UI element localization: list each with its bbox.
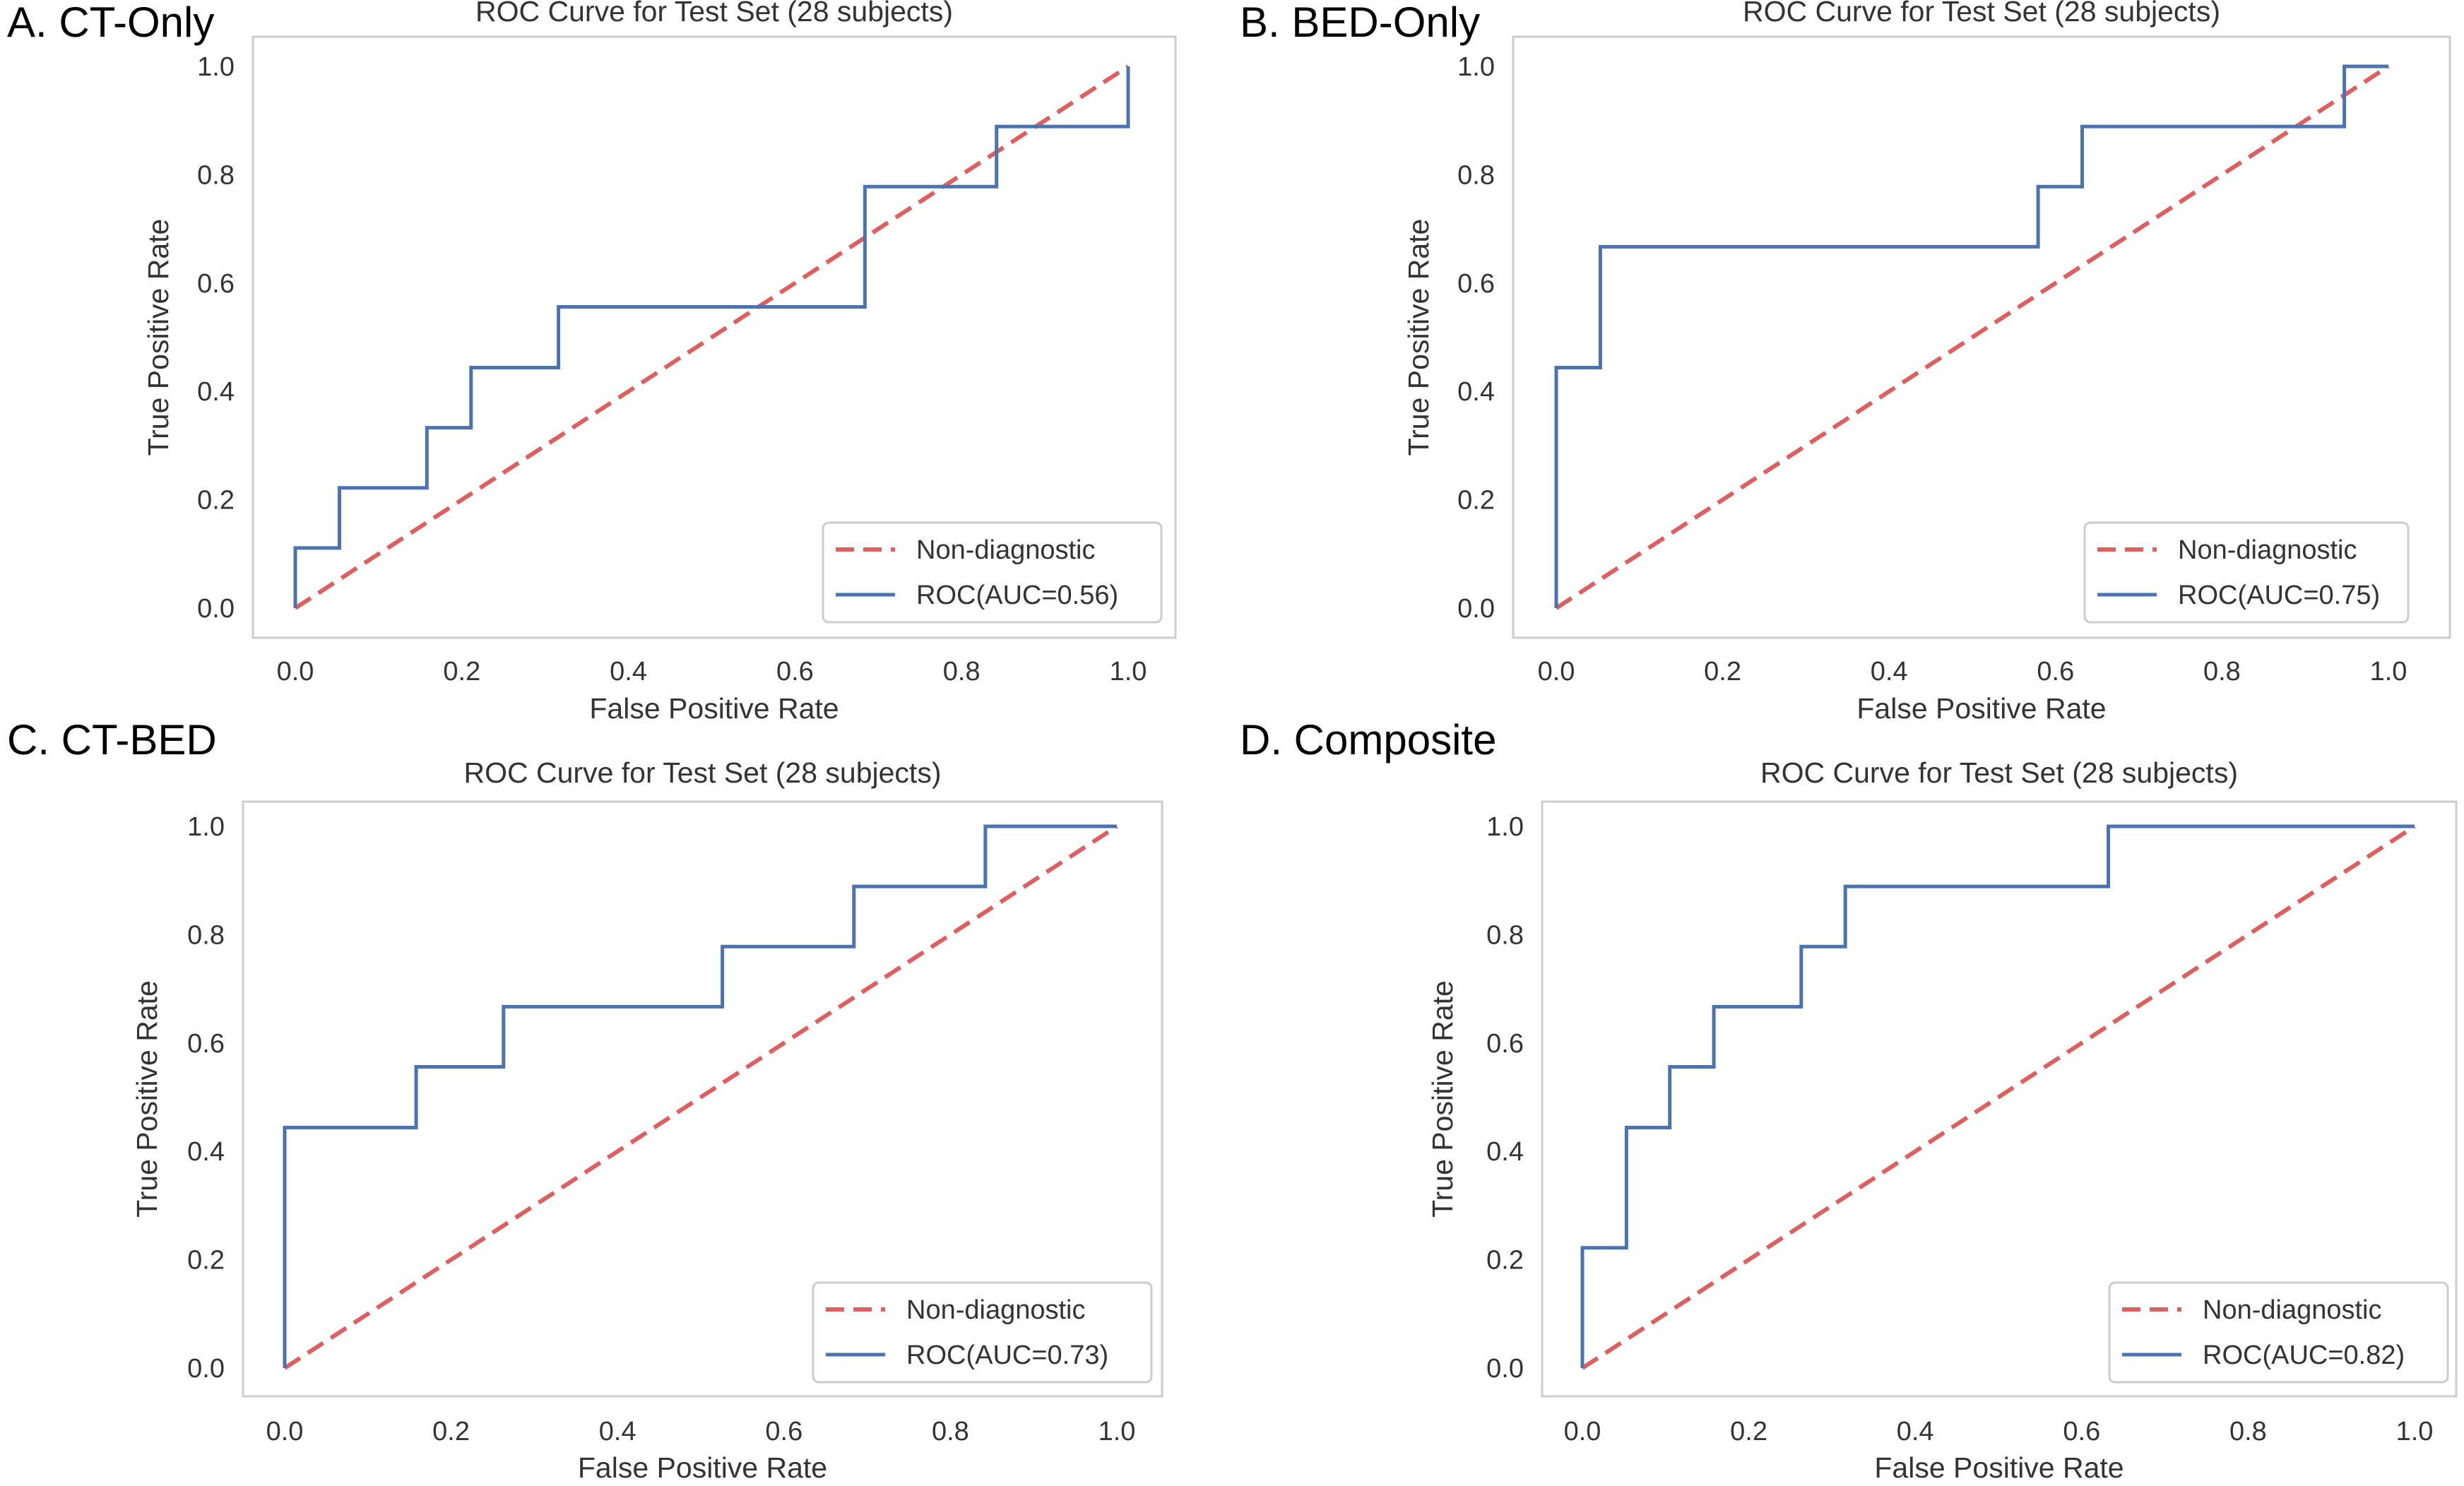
y-tick-label: 0.6 (187, 1029, 225, 1059)
x-axis-label: False Positive Rate (1856, 692, 2106, 725)
x-tick-label: 0.6 (776, 657, 814, 686)
roc-panel: D. Composite ROC Curve for Test Set (28 s… (1240, 716, 2458, 1484)
y-tick-label: 0.4 (187, 1137, 225, 1167)
y-axis-label: True Positive Rate (142, 219, 174, 456)
roc-curve (1580, 824, 2415, 1368)
y-tick-label: 0.4 (1486, 1137, 1524, 1167)
x-tick-label: 0.2 (432, 1417, 470, 1446)
legend-entry: ROC(AUC=0.82) (2203, 1341, 2405, 1370)
y-tick-label: 1.0 (1457, 52, 1495, 82)
y-tick-label: 0.6 (1486, 1029, 1524, 1059)
chart-title: ROC Curve for Test Set (28 subjects) (1760, 756, 2238, 789)
y-tick-label: 0.2 (1486, 1246, 1524, 1276)
roc-curve (293, 66, 1130, 608)
y-tick-label: 1.0 (187, 812, 225, 842)
x-tick-label: 0.6 (2063, 1417, 2100, 1446)
x-tick-label: 1.0 (2396, 1417, 2434, 1446)
y-tick-label: 0.4 (197, 377, 235, 407)
x-tick-label: 0.6 (765, 1417, 802, 1446)
x-tick-label: 0.4 (1871, 657, 1908, 686)
y-axis-label: True Positive Rate (1426, 980, 1459, 1218)
x-tick-label: 1.0 (1110, 657, 1147, 686)
panel-label: D. Composite (1240, 716, 1496, 763)
roc-panel: C. CT-BED ROC Curve for Test Set (28 subj… (7, 716, 1163, 1484)
x-tick-label: 0.0 (266, 1417, 304, 1446)
y-tick-label: 0.6 (1457, 269, 1495, 299)
roc-curve (283, 824, 1117, 1368)
x-axis-label: False Positive Rate (1874, 1451, 2124, 1484)
panel-label: A. CT-Only (7, 0, 214, 46)
legend-entry: Non-diagnostic (916, 535, 1095, 565)
diagonal-line (1581, 824, 2416, 1370)
x-tick-label: 0.4 (610, 657, 647, 686)
legend: Non-diagnostic ROC(AUC=0.82) (2108, 1281, 2449, 1384)
x-tick-label: 0.0 (277, 657, 314, 686)
x-tick-label: 0.0 (1538, 657, 1575, 686)
x-tick-label: 0.8 (2229, 1417, 2267, 1446)
legend: Non-diagnostic ROC(AUC=0.75) (2083, 521, 2410, 624)
x-tick-label: 0.2 (1704, 657, 1741, 686)
legend-entry: Non-diagnostic (2178, 535, 2357, 565)
legend: Non-diagnostic ROC(AUC=0.56) (822, 521, 1163, 624)
y-tick-label: 0.8 (1457, 160, 1495, 190)
legend-entry: ROC(AUC=0.56) (916, 581, 1118, 610)
diagonal-line (283, 824, 1118, 1370)
x-tick-label: 0.2 (443, 657, 480, 686)
chart-title: ROC Curve for Test Set (28 subjects) (464, 756, 942, 789)
panel-label: C. CT-BED (7, 716, 217, 763)
chart-title: ROC Curve for Test Set (28 subjects) (1743, 0, 2220, 28)
roc-panel: B. BED-Only ROC Curve for Test Set (28 su… (1240, 0, 2451, 725)
legend-entry: Non-diagnostic (906, 1295, 1085, 1325)
legend: Non-diagnostic ROC(AUC=0.73) (812, 1281, 1153, 1384)
legend-box (2108, 1281, 2449, 1384)
legend-box (2083, 521, 2410, 624)
x-tick-label: 0.2 (1730, 1417, 1767, 1446)
legend-box (812, 1281, 1153, 1384)
y-tick-label: 1.0 (1486, 812, 1524, 842)
y-tick-label: 0.2 (197, 486, 235, 516)
x-axis-label: False Positive Rate (589, 692, 839, 725)
x-tick-label: 0.8 (932, 1417, 969, 1446)
legend-entry: ROC(AUC=0.75) (2178, 581, 2380, 610)
x-tick-label: 0.8 (943, 657, 981, 686)
x-tick-label: 0.4 (599, 1417, 636, 1446)
y-tick-label: 0.6 (197, 269, 235, 299)
y-tick-label: 0.8 (187, 920, 225, 950)
y-tick-label: 0.0 (187, 1354, 225, 1384)
y-tick-label: 0.2 (1457, 486, 1495, 516)
y-tick-label: 0.8 (1486, 920, 1524, 950)
x-tick-label: 0.0 (1564, 1417, 1601, 1446)
y-tick-label: 0.0 (1457, 594, 1495, 624)
legend-entry: Non-diagnostic (2203, 1295, 2381, 1325)
x-tick-label: 0.4 (1897, 1417, 1934, 1446)
y-tick-label: 0.0 (1486, 1354, 1524, 1384)
roc-panel: A. CT-Only ROC Curve for Test Set (28 sub… (7, 0, 1177, 725)
x-tick-label: 0.8 (2203, 657, 2241, 686)
x-tick-label: 1.0 (1098, 1417, 1136, 1446)
x-tick-label: 1.0 (2370, 657, 2407, 686)
chart-title: ROC Curve for Test Set (28 subjects) (475, 0, 953, 28)
y-axis-label: True Positive Rate (131, 980, 163, 1218)
y-tick-label: 0.8 (197, 160, 235, 190)
y-tick-label: 1.0 (197, 52, 235, 82)
panel-label: B. BED-Only (1240, 0, 1480, 46)
legend-box (822, 521, 1163, 624)
x-axis-label: False Positive Rate (578, 1451, 827, 1484)
y-axis-label: True Positive Rate (1402, 219, 1435, 456)
diagonal-line (294, 64, 1130, 610)
y-tick-label: 0.4 (1457, 377, 1495, 407)
diagonal-line (1555, 64, 2390, 610)
roc-curve (1554, 64, 2388, 608)
x-tick-label: 0.6 (2037, 657, 2074, 686)
y-tick-label: 0.2 (187, 1246, 225, 1276)
legend-entry: ROC(AUC=0.73) (906, 1341, 1108, 1370)
y-tick-label: 0.0 (197, 594, 235, 624)
